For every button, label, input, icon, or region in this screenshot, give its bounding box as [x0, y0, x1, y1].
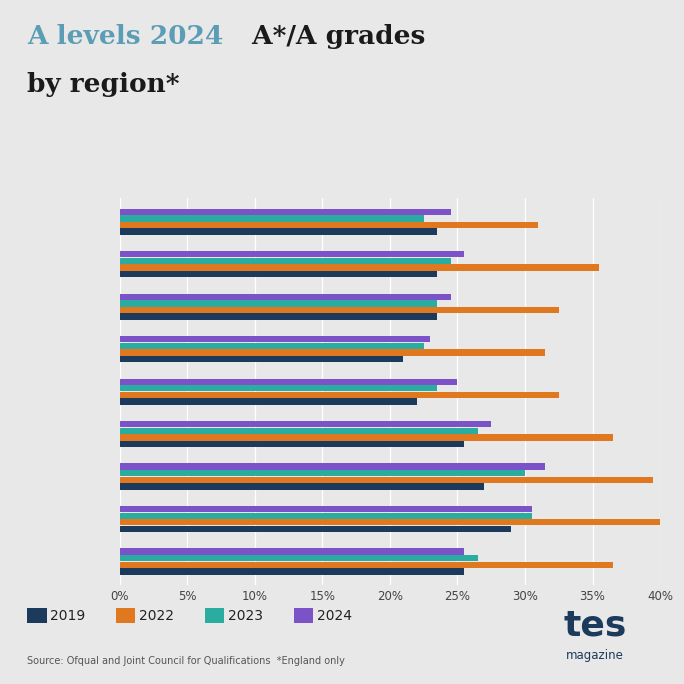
Bar — [120, 464, 545, 470]
Bar — [120, 271, 437, 277]
Bar — [120, 549, 464, 555]
Bar — [120, 300, 437, 306]
Text: 2022: 2022 — [139, 609, 174, 622]
Bar — [120, 209, 451, 215]
Bar — [120, 306, 559, 313]
Text: Source: Ofqual and Joint Council for Qualifications  *England only: Source: Ofqual and Joint Council for Qua… — [27, 656, 345, 666]
Bar — [120, 428, 477, 434]
Bar — [120, 356, 404, 363]
Bar — [120, 313, 437, 319]
Bar — [120, 483, 484, 490]
Bar — [120, 293, 451, 300]
Text: 2023: 2023 — [228, 609, 263, 622]
Bar — [120, 264, 599, 271]
Bar — [120, 526, 512, 532]
Bar — [120, 555, 477, 562]
Bar — [120, 434, 613, 440]
Bar — [120, 519, 660, 525]
Bar — [120, 398, 417, 405]
Bar — [120, 385, 437, 391]
Bar — [120, 562, 613, 568]
Bar — [120, 222, 538, 228]
Text: 2024: 2024 — [317, 609, 352, 622]
Text: A*/A grades: A*/A grades — [243, 24, 425, 49]
Bar — [120, 470, 525, 477]
Bar — [120, 343, 423, 349]
Text: A levels 2024: A levels 2024 — [27, 24, 224, 49]
Bar — [120, 228, 437, 235]
Bar — [120, 477, 653, 483]
Bar — [120, 440, 464, 447]
Bar — [120, 392, 559, 398]
Text: 2019: 2019 — [50, 609, 86, 622]
Bar — [120, 350, 545, 356]
Text: by region*: by region* — [27, 72, 180, 97]
Bar — [120, 336, 430, 343]
Bar — [120, 421, 491, 428]
Bar — [120, 378, 458, 385]
Bar — [120, 506, 531, 512]
Bar — [120, 568, 464, 575]
Bar — [120, 258, 451, 264]
Bar — [120, 215, 423, 222]
Text: tes: tes — [564, 609, 627, 643]
Bar — [120, 512, 531, 519]
Text: magazine: magazine — [566, 648, 624, 662]
Bar — [120, 251, 464, 257]
